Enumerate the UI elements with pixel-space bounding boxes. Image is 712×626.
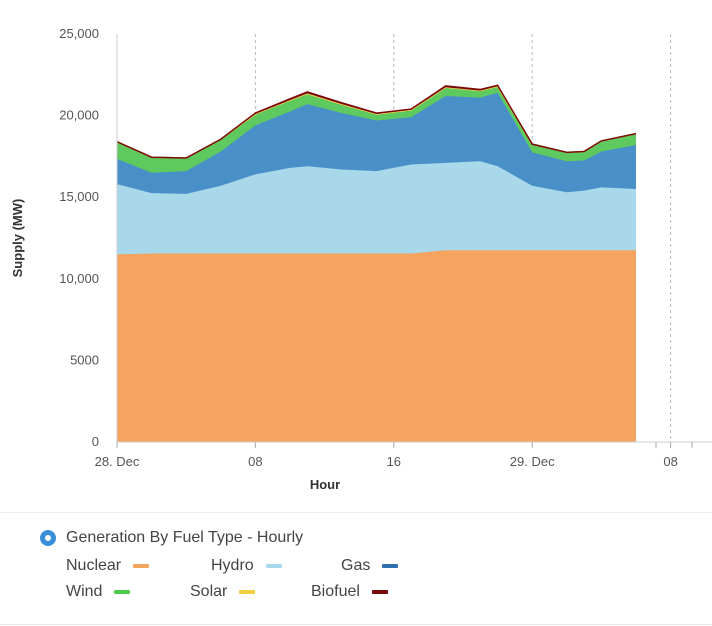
legend-label: Biofuel xyxy=(311,583,360,600)
generation-chart: 0 5000 10,000 15,000 20,000 25,000 28. Dec 08 1… xyxy=(10,26,712,492)
x-tick-label: 28. Dec xyxy=(95,454,140,469)
x-axis-title: Hour xyxy=(310,477,340,492)
area-gas xyxy=(117,92,636,194)
legend-item-gas[interactable]: Gas xyxy=(341,557,399,575)
legend-label: Gas xyxy=(341,557,371,574)
y-tick-labels: 0 5000 10,000 15,000 20,000 25,000 xyxy=(59,26,99,449)
legend-panel: Generation By Fuel Type - Hourly Nuclear… xyxy=(0,512,712,626)
legend-swatch-wind xyxy=(114,590,131,594)
y-tick-label: 15,000 xyxy=(59,189,99,204)
legend-item-nuclear[interactable]: Nuclear xyxy=(66,557,150,575)
legend-swatch-solar xyxy=(239,590,256,594)
y-tick-label: 20,000 xyxy=(59,108,99,123)
radio-selected-icon[interactable] xyxy=(40,530,56,546)
legend-label: Wind xyxy=(66,583,103,600)
legend-swatch-gas xyxy=(382,564,399,568)
legend-item-biofuel[interactable]: Biofuel xyxy=(311,583,388,601)
y-tick-label: 25,000 xyxy=(59,26,99,41)
legend-swatch-hydro xyxy=(265,564,282,568)
y-tick-label: 10,000 xyxy=(59,271,99,286)
area-nuclear xyxy=(117,250,636,442)
legend-item-solar[interactable]: Solar xyxy=(190,583,256,601)
line-biofuel xyxy=(116,84,637,159)
stacked-areas xyxy=(116,84,637,442)
legend-label: Nuclear xyxy=(66,557,122,574)
area-wind xyxy=(117,86,636,173)
line-hydro xyxy=(116,160,637,195)
x-tick-label: 29. Dec xyxy=(510,454,555,469)
x-tick-label: 08 xyxy=(248,454,262,469)
y-tick-label: 0 xyxy=(92,434,99,449)
area-hydro xyxy=(117,161,636,255)
x-tick-label: 16 xyxy=(387,454,401,469)
legend-label: Hydro xyxy=(211,557,254,574)
legend-swatch-nuclear xyxy=(133,564,150,568)
x-tick-label: 08 xyxy=(663,454,677,469)
legend-swatch-biofuel xyxy=(371,590,388,594)
y-axis-title: Supply (MW) xyxy=(10,199,25,278)
legend-title: Generation By Fuel Type - Hourly xyxy=(66,529,304,546)
legend-header[interactable]: Generation By Fuel Type - Hourly xyxy=(40,529,303,547)
x-tick-labels: 28. Dec 08 16 29. Dec 08 xyxy=(95,442,693,469)
legend-item-wind[interactable]: Wind xyxy=(66,583,131,601)
y-tick-label: 5000 xyxy=(70,352,99,367)
legend-item-hydro[interactable]: Hydro xyxy=(211,557,282,575)
axes xyxy=(116,34,712,443)
legend-label: Solar xyxy=(190,583,228,600)
